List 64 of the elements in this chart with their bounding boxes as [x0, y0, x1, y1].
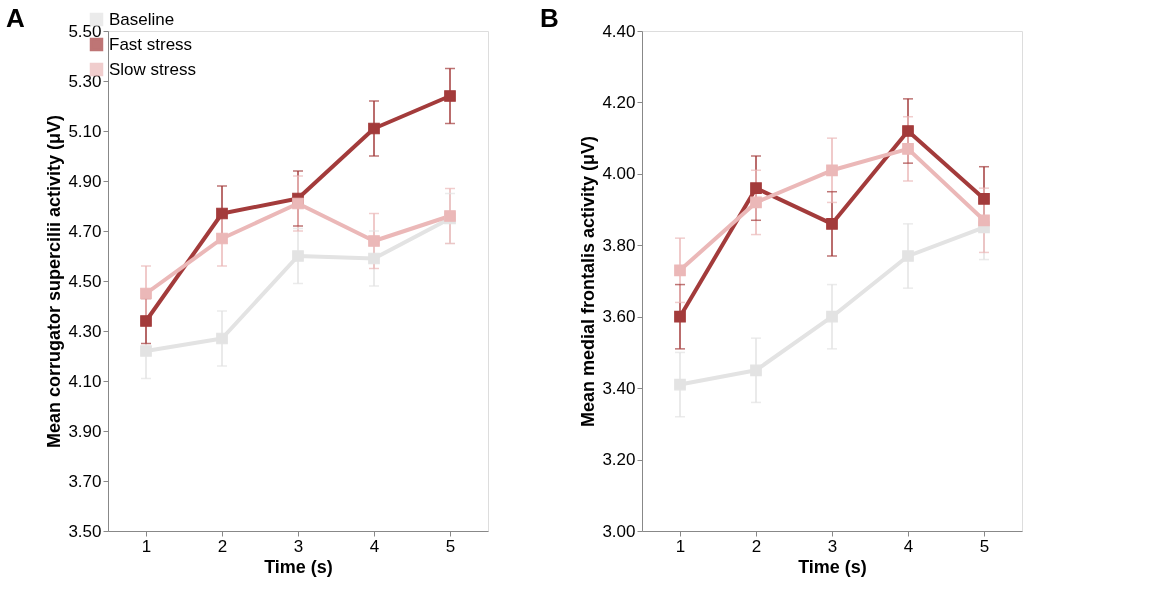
point: [444, 90, 456, 102]
x-tick-label: 2: [217, 536, 228, 556]
y-tick-label: 5.50: [68, 21, 102, 41]
point: [902, 125, 914, 137]
x-tick-label: 1: [141, 536, 152, 556]
point: [140, 345, 152, 357]
point: [978, 214, 990, 227]
point: [902, 250, 914, 262]
point: [216, 332, 228, 345]
point: [826, 218, 838, 230]
y-tick-label: 4.10: [68, 371, 102, 391]
y-tick-label: 4.70: [68, 221, 102, 241]
point: [368, 235, 380, 247]
legend-label: Slow stress: [109, 59, 196, 79]
point: [292, 197, 304, 210]
point: [368, 122, 380, 135]
y-tick-label: 3.60: [602, 307, 636, 327]
legend-label: Baseline: [109, 9, 175, 29]
point: [140, 287, 152, 300]
point: [826, 310, 838, 323]
x-tick-label: 1: [675, 536, 686, 556]
x-tick-label: 4: [903, 536, 914, 556]
y-tick-label: 3.40: [602, 378, 636, 398]
y-tick-label: 3.80: [602, 235, 636, 255]
point: [750, 182, 762, 194]
point: [292, 250, 304, 262]
point: [750, 364, 762, 377]
point: [674, 378, 686, 391]
y-tick-label: 3.00: [602, 521, 636, 541]
y-tick-label: 5.30: [68, 71, 102, 91]
y-tick-label: 4.20: [602, 92, 636, 112]
x-tick-label: 3: [293, 536, 304, 556]
y-tick-label: 4.50: [68, 271, 102, 291]
y-tick-label: 4.00: [602, 164, 636, 184]
x-tick-label: 5: [979, 536, 990, 556]
y-tick-label: 5.10: [68, 121, 102, 141]
x-tick-label: 2: [751, 536, 762, 556]
chart-title: B: [539, 3, 559, 33]
y-tick-label: 4.30: [68, 321, 102, 341]
point: [978, 193, 990, 205]
y-tick-label: 3.90: [68, 421, 102, 441]
y-tick-label: 4.40: [602, 21, 636, 41]
x-axis-title: Time (s): [798, 556, 867, 577]
x-tick-label: 3: [827, 536, 838, 556]
y-axis-title: Mean medial frontalis activity (μV): [578, 135, 599, 428]
y-axis-title: Mean corrugator supercilii activity (μV): [44, 114, 65, 449]
point: [674, 310, 686, 323]
point: [674, 264, 686, 277]
y-tick-label: 3.50: [68, 521, 102, 541]
point: [826, 164, 838, 177]
point: [902, 143, 914, 155]
point: [216, 232, 228, 245]
x-tick-label: 5: [445, 536, 456, 556]
x-tick-label: 4: [369, 536, 380, 556]
point: [140, 315, 152, 327]
y-tick-label: 4.90: [68, 171, 102, 191]
point: [368, 252, 380, 265]
y-tick-label: 3.70: [68, 471, 102, 491]
chart-title: A: [5, 3, 25, 33]
point: [216, 207, 228, 220]
y-tick-label: 3.20: [602, 450, 636, 470]
x-axis-title: Time (s): [264, 556, 333, 577]
legend-label: Fast stress: [109, 34, 193, 54]
point: [750, 196, 762, 209]
